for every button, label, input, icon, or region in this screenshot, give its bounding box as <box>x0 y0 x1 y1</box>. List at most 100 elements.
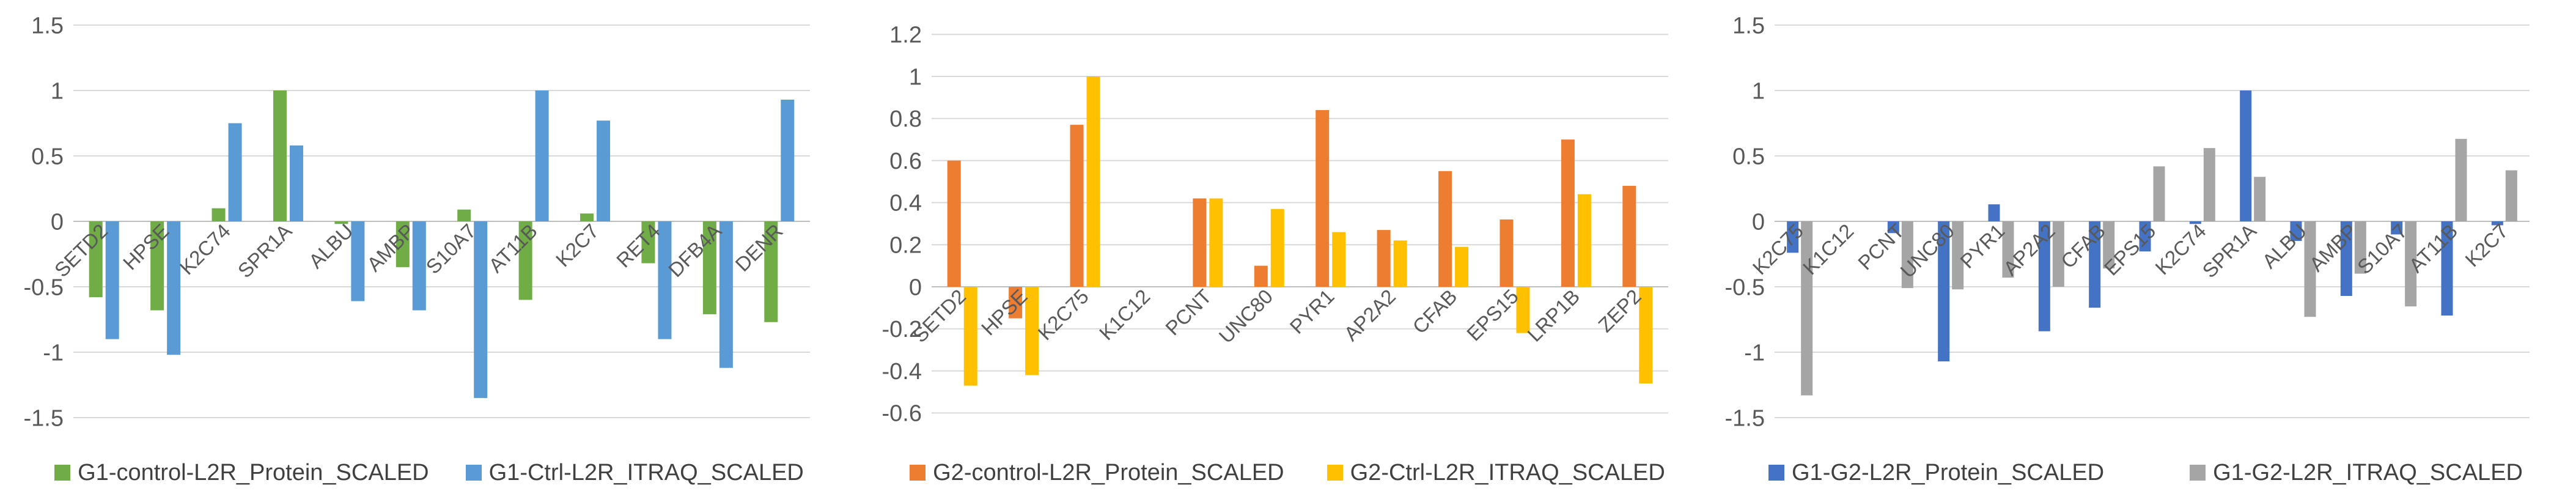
bar-PCNT-series0 <box>1887 221 1899 234</box>
category-label: K2C74 <box>175 220 235 279</box>
bar-PYR1-series1 <box>1332 232 1346 287</box>
bar-PYR1-series1 <box>2002 221 2014 278</box>
y-tick-label: 0.4 <box>889 191 922 216</box>
y-tick-label: 1.5 <box>31 13 64 39</box>
category-label: PCNT <box>1161 285 1216 340</box>
y-tick-label: 1 <box>51 78 64 104</box>
bar-AMBP-series0 <box>2340 221 2352 296</box>
y-tick-label: 0 <box>51 209 64 235</box>
legend-label: G1-control-L2R_Protein_SCALED <box>78 459 429 485</box>
bar-LRP1B-series1 <box>1577 194 1591 287</box>
legend-item: G2-Ctrl-L2R_ITRAQ_SCALED <box>1327 460 1665 486</box>
category-label: HPSE <box>977 285 1032 340</box>
chart-g1-control-vs-itraq: 1.5 1 0.5 0 -0.5 -1 -1.5 SETD2 HPSE K2C74 SPR1A ALB… <box>0 0 858 502</box>
bar-SPR1A-series0 <box>273 90 287 221</box>
chart-legend: G1-G2-L2R_Protein_SCALED G1-G2-L2R_ITRAQ_… <box>1717 456 2575 490</box>
bar-SPR1A-series1 <box>289 145 303 221</box>
legend-item: G1-G2-L2R_Protein_SCALED <box>1768 460 2104 486</box>
legend-swatch-icon <box>465 465 482 481</box>
bar-AMBP-series1 <box>412 221 426 311</box>
bar-DFB4A-series1 <box>719 221 733 368</box>
category-label: SPR1A <box>234 220 296 282</box>
legend-label: G1-Ctrl-L2R_ITRAQ_SCALED <box>488 459 804 485</box>
y-tick-label: -0.2 <box>882 317 922 342</box>
category-label: HPSE <box>119 220 174 275</box>
y-tick-label: 0.5 <box>31 144 64 169</box>
bar-K2C75-series1 <box>1801 221 1813 396</box>
chart-g2-control-vs-itraq: 1.2 1 0.8 0.6 0.4 0.2 0 -0.2 -0.4 -0.6 SETD2 HPSE K2… <box>858 0 1717 502</box>
bar-UNC80-series1 <box>1270 209 1284 287</box>
legend-swatch-icon <box>1768 465 1784 481</box>
legend-item: G1-G2-L2R_ITRAQ_SCALED <box>2190 460 2523 486</box>
bar-SETD2-series0 <box>947 160 961 287</box>
legend-label: G1-G2-L2R_Protein_SCALED <box>1792 459 2105 485</box>
category-label: K2C7 <box>2460 220 2512 271</box>
bar-SETD2-series0 <box>89 221 103 298</box>
bar-SPR1A-series0 <box>2240 90 2252 221</box>
category-label: K2C75 <box>1033 285 1093 345</box>
y-tick-label: -1 <box>43 340 64 366</box>
bar-AP2A2-series1 <box>2052 221 2064 287</box>
bar-S10A7-series0 <box>457 209 471 221</box>
bar-K2C75-series0 <box>1787 221 1799 253</box>
y-tick-label: -0.6 <box>882 401 922 427</box>
y-tick-label: -1.5 <box>24 405 64 431</box>
bar-K2C75-series1 <box>1086 76 1100 287</box>
category-label: UNC80 <box>1215 285 1278 348</box>
bar-EPS15-series0 <box>1500 219 1514 287</box>
category-label: K1C12 <box>1095 285 1155 345</box>
y-tick-label: 0.6 <box>889 149 922 174</box>
legend-swatch-icon <box>910 465 926 481</box>
bar-ZEP2-series0 <box>1622 185 1636 287</box>
y-tick-label: -1.5 <box>1725 405 1765 431</box>
bar-CFAB-series0 <box>2089 221 2101 308</box>
bar-PCNT-series1 <box>1901 221 1913 289</box>
bar-ALBU-series0 <box>334 221 348 224</box>
bar-EPS15-series1 <box>2153 166 2165 221</box>
bar-PYR1-series0 <box>1316 110 1330 287</box>
bar-PCNT-series0 <box>1193 198 1207 287</box>
bar-HPSE-series1 <box>167 221 181 355</box>
bar-chart-svg: 1.510.50-0.5-1-1.5K2C75K1C12PCNTUNC80PYR… <box>1725 13 2530 431</box>
bar-UNC80-series1 <box>1952 221 1964 290</box>
category-label: AP2A2 <box>1339 285 1400 345</box>
y-tick-label: -1 <box>1744 340 1765 366</box>
bar-CFAB-series1 <box>2103 221 2115 269</box>
category-label: CFAB <box>1408 285 1461 338</box>
bar-LRP1B-series0 <box>1561 139 1575 287</box>
bar-AP2A2-series0 <box>2038 221 2050 331</box>
y-tick-label: 0.5 <box>1732 144 1765 169</box>
bar-AMBP-series1 <box>2354 221 2366 274</box>
bar-K2C75-series0 <box>1070 125 1084 287</box>
bar-SETD2-series1 <box>963 287 977 386</box>
y-tick-label: 0 <box>909 275 922 300</box>
y-tick-label: 1.5 <box>1732 13 1765 39</box>
legend-item: G1-control-L2R_Protein_SCALED <box>54 460 429 486</box>
chart-g1-g2-protein-vs-itraq: 1.5 1 0.5 0 -0.5 -1 -1.5 K2C75 K1C12 PCNT UNC80 PYR… <box>1717 0 2575 502</box>
bar-DFB4A-series0 <box>702 221 716 314</box>
y-tick-label: 1 <box>909 64 922 90</box>
category-label: EPS15 <box>1462 285 1523 345</box>
bar-K2C74-series0 <box>2189 221 2201 224</box>
bar-AT11B-series0 <box>518 221 532 300</box>
legend-item: G2-control-L2R_Protein_SCALED <box>910 460 1284 486</box>
bar-S10A7-series1 <box>2405 221 2417 307</box>
category-label: AMBP <box>362 220 419 276</box>
bar-K2C74-series0 <box>212 208 226 221</box>
chart-legend: G1-control-L2R_Protein_SCALED G1-Ctrl-L2R… <box>0 456 858 490</box>
legend-swatch-icon <box>1327 465 1343 481</box>
legend-swatch-icon <box>54 465 71 481</box>
y-tick-label: -0.5 <box>24 275 64 300</box>
legend-label: G2-Ctrl-L2R_ITRAQ_SCALED <box>1350 459 1665 485</box>
bar-K2C74-series1 <box>2203 148 2215 221</box>
bar-DENR-series0 <box>764 221 778 322</box>
category-label: ALBU <box>304 220 358 273</box>
category-label: DFB4A <box>664 220 726 281</box>
y-tick-label: 0.2 <box>889 233 922 259</box>
bar-SETD2-series1 <box>105 221 119 339</box>
legend-label: G2-control-L2R_Protein_SCALED <box>933 459 1284 485</box>
bar-ALBU-series0 <box>2290 221 2302 242</box>
category-label: AT11B <box>484 220 542 277</box>
